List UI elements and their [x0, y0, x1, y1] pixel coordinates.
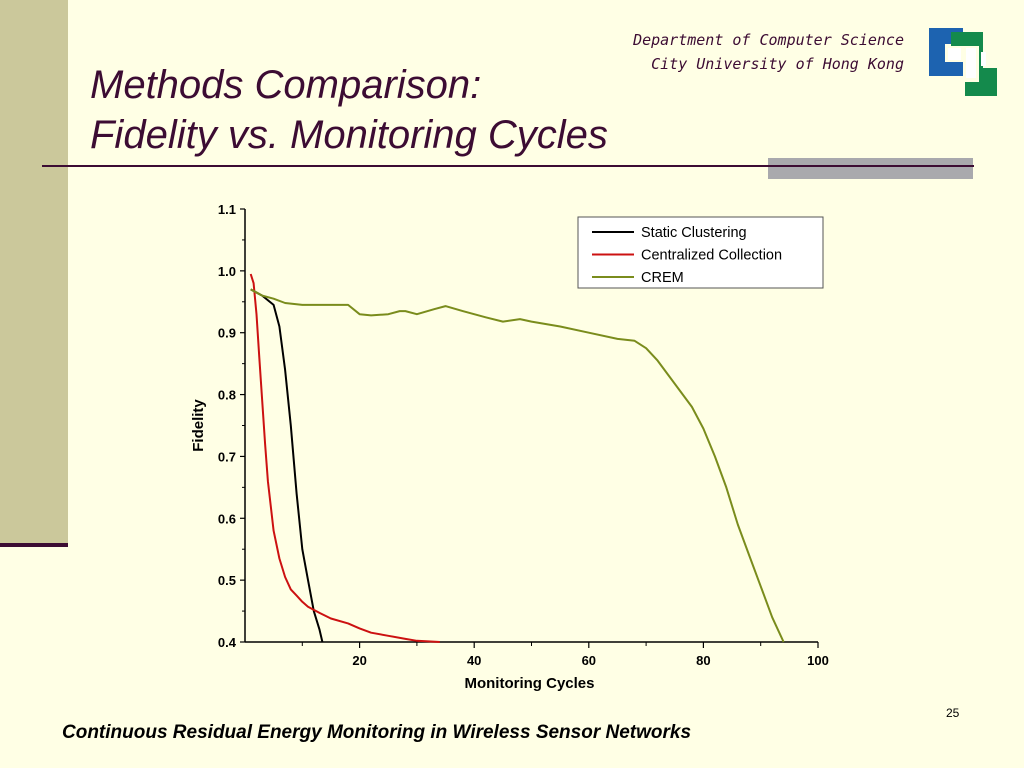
title-line-1: Methods Comparison: — [90, 63, 482, 107]
department-line-1: Department of Computer Science — [633, 31, 904, 49]
x-tick-label: 20 — [352, 653, 366, 668]
chart-lines — [249, 273, 785, 643]
x-tick-label: 100 — [807, 653, 829, 668]
x-tick-label: 80 — [696, 653, 710, 668]
y-tick-label: 1.0 — [218, 264, 236, 279]
title-line-2: Fidelity vs. Monitoring Cycles — [90, 113, 608, 157]
slide-title: Methods Comparison: Fidelity vs. Monitor… — [90, 60, 608, 160]
y-axis-label: Fidelity — [190, 399, 207, 452]
series-line-centralized-collection — [249, 273, 440, 643]
department-text: Department of Computer Science City Univ… — [633, 28, 904, 76]
footer-text: Continuous Residual Energy Monitoring in… — [62, 722, 692, 743]
legend-label: CREM — [641, 270, 684, 286]
series-line-static-clustering — [250, 288, 324, 643]
department-line-2: City University of Hong Kong — [651, 55, 904, 73]
y-tick-label: 0.6 — [218, 511, 236, 526]
chart-legend: Static Clustering Centralized Collection C… — [577, 216, 824, 289]
header-accent-bar — [768, 158, 973, 179]
legend-label: Static Clustering — [641, 225, 747, 241]
y-tick-label: 0.8 — [218, 388, 236, 403]
x-tick-label: 40 — [467, 653, 481, 668]
x-tick-label: 60 — [582, 653, 596, 668]
chart-axes: 0.4 0.5 0.6 0.7 0.8 0.9 1.0 1.1 20 40 60 80 100 Monit… — [190, 202, 829, 692]
y-tick-label: 0.9 — [218, 326, 236, 341]
y-tick-label: 0.7 — [218, 449, 236, 464]
y-tick-label: 1.1 — [218, 202, 236, 217]
series-line-crem — [250, 288, 785, 643]
left-decor-bar — [0, 0, 68, 546]
y-tick-label: 0.4 — [218, 635, 237, 650]
header-rule — [42, 165, 974, 167]
y-tick-label: 0.5 — [218, 573, 236, 588]
page-number: 25 — [946, 706, 960, 720]
left-decor-rule — [0, 543, 68, 547]
x-axis-label: Monitoring Cycles — [464, 675, 594, 692]
legend-label: Centralized Collection — [641, 248, 782, 264]
cityu-logo-icon — [929, 28, 997, 96]
